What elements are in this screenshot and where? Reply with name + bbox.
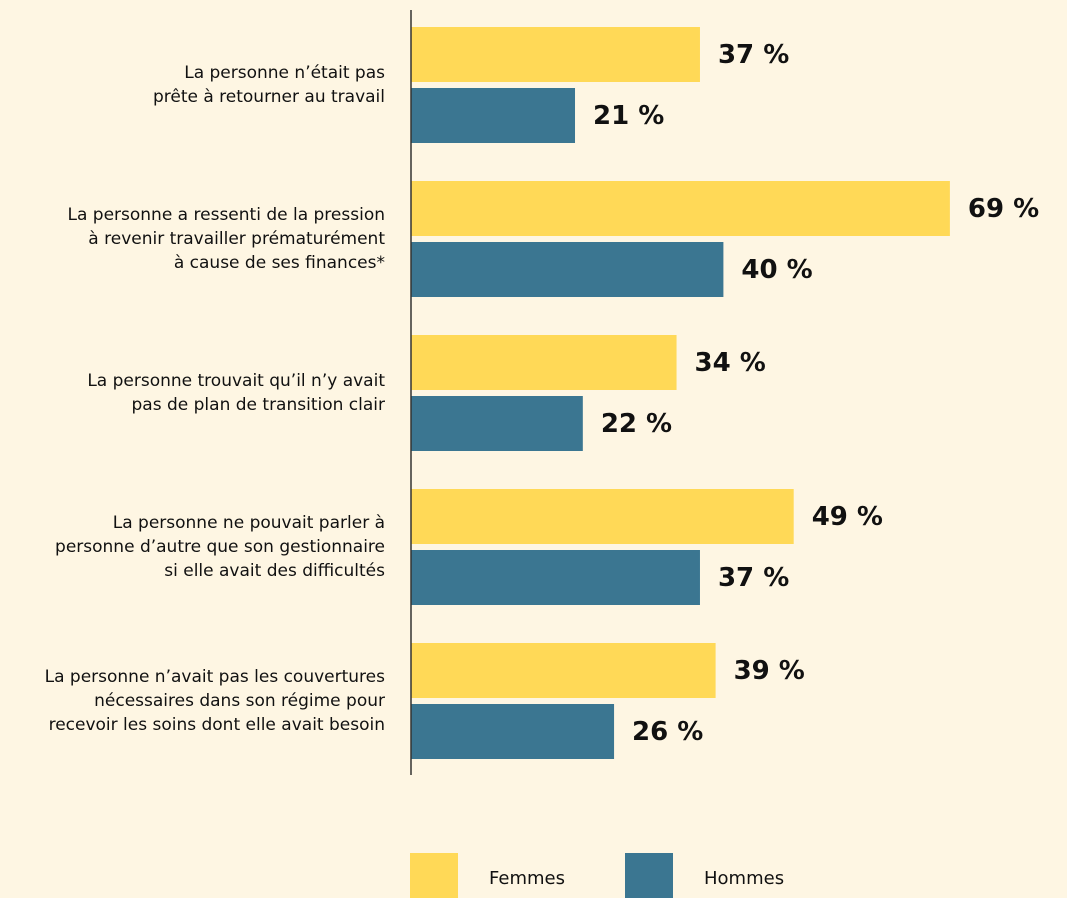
category-label: La personne n’était pas bbox=[184, 63, 385, 83]
category-label: La personne n’avait pas les couvertures bbox=[45, 667, 386, 687]
category-label: personne d’autre que son gestionnaire bbox=[55, 537, 385, 557]
category-label: à cause de ses finances* bbox=[174, 253, 385, 273]
category-label: prête à retourner au travail bbox=[153, 87, 385, 107]
value-label: 69 % bbox=[968, 194, 1039, 224]
bar bbox=[411, 396, 583, 451]
category-label: à revenir travailler prématurément bbox=[88, 229, 385, 249]
value-label: 22 % bbox=[601, 409, 672, 439]
value-label: 49 % bbox=[812, 502, 883, 532]
category-label: La personne trouvait qu’il n’y avait bbox=[87, 371, 385, 391]
category-label: La personne a ressenti de la pression bbox=[67, 205, 385, 225]
value-label: 26 % bbox=[632, 717, 703, 747]
value-label: 39 % bbox=[734, 656, 805, 686]
bar bbox=[411, 704, 615, 759]
category-label: La personne ne pouvait parler à bbox=[113, 513, 385, 533]
value-label: 34 % bbox=[695, 348, 766, 378]
legend-label: Femmes bbox=[489, 868, 565, 889]
legend-swatch bbox=[625, 853, 673, 898]
bar bbox=[411, 242, 724, 297]
value-label: 40 % bbox=[741, 255, 812, 285]
category-label: pas de plan de transition clair bbox=[132, 395, 385, 415]
bar bbox=[411, 489, 794, 544]
value-label: 37 % bbox=[718, 563, 789, 593]
bar bbox=[411, 643, 716, 698]
value-label: 21 % bbox=[593, 101, 664, 131]
category-label: recevoir les soins dont elle avait besoi… bbox=[49, 715, 385, 735]
legend-label: Hommes bbox=[704, 868, 784, 889]
bar bbox=[411, 181, 950, 236]
legend-swatch bbox=[410, 853, 458, 898]
bar bbox=[411, 335, 677, 390]
bar bbox=[411, 27, 700, 82]
category-label: si elle avait des difficultés bbox=[164, 561, 385, 581]
bar bbox=[411, 550, 700, 605]
value-label: 37 % bbox=[718, 40, 789, 70]
bar bbox=[411, 88, 576, 143]
category-label: nécessaires dans son régime pour bbox=[94, 691, 385, 711]
